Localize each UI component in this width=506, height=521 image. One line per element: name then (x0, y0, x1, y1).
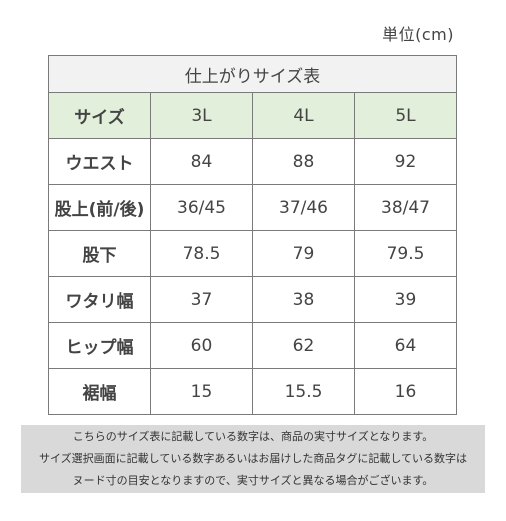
note-line: こちらのサイズ表に記載している数字は、商品の実寸サイズとなります。 (72, 430, 434, 443)
table-cell: 38/47 (354, 184, 457, 231)
header-label: サイズ (48, 92, 151, 139)
table-cell: 79 (252, 230, 355, 277)
table-cell: 38 (252, 276, 355, 323)
table-cell: 39 (354, 276, 457, 323)
table-cell: 37 (150, 276, 253, 323)
table-cell: 60 (150, 322, 253, 369)
unit-label: 単位(cm) (382, 25, 454, 44)
table-title-row: 仕上がりサイズ表 (48, 55, 457, 93)
table-row: ウエスト 84 88 92 (48, 138, 457, 185)
table-cell: 37/46 (252, 184, 355, 231)
note-line: サイズ選択画面に記載している数字あるいはお届けした商品タグに記載している数字は (38, 452, 467, 465)
table-cell: 64 (354, 322, 457, 369)
table-cell: 79.5 (354, 230, 457, 277)
row-label: ウエスト (48, 138, 151, 185)
table-row: 股上(前/後) 36/45 37/46 38/47 (48, 184, 457, 231)
table-cell: 88 (252, 138, 355, 185)
table-cell: 62 (252, 322, 355, 369)
size-note-box: こちらのサイズ表に記載している数字は、商品の実寸サイズとなります。 サイズ選択画… (21, 425, 485, 493)
row-label: ワタリ幅 (48, 276, 151, 323)
table-cell: 92 (354, 138, 457, 185)
table-cell: 78.5 (150, 230, 253, 277)
table-row: 股下 78.5 79 79.5 (48, 230, 457, 277)
row-label: ヒップ幅 (48, 322, 151, 369)
size-table: 仕上がりサイズ表 サイズ 3L 4L 5L ウエスト 84 88 92 股上(前… (48, 55, 457, 415)
table-row: ワタリ幅 37 38 39 (48, 276, 457, 323)
table-header-row: サイズ 3L 4L 5L (48, 92, 457, 139)
table-cell: 16 (354, 368, 457, 415)
table-title: 仕上がりサイズ表 (48, 55, 457, 93)
row-label: 股上(前/後) (48, 184, 151, 231)
table-cell: 15 (150, 368, 253, 415)
table-row: ヒップ幅 60 62 64 (48, 322, 457, 369)
header-size-5l: 5L (354, 92, 457, 139)
header-size-4l: 4L (252, 92, 355, 139)
table-cell: 84 (150, 138, 253, 185)
note-line: ヌード寸の目安となりますので、実寸サイズと異なる場合がございます。 (72, 474, 434, 487)
table-cell: 15.5 (252, 368, 355, 415)
row-label: 股下 (48, 230, 151, 277)
table-cell: 36/45 (150, 184, 253, 231)
row-label: 裾幅 (48, 368, 151, 415)
table-row: 裾幅 15 15.5 16 (48, 368, 457, 415)
header-size-3l: 3L (150, 92, 253, 139)
